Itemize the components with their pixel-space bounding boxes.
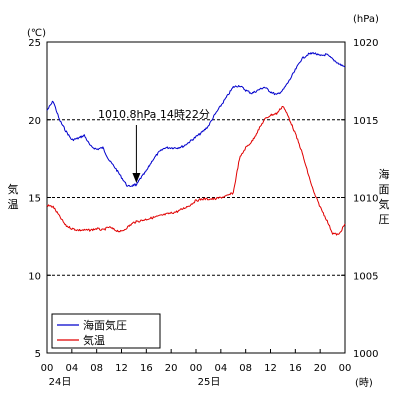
series-layer: [46, 52, 346, 236]
x-tick-label: 16: [289, 363, 302, 374]
x-tick-label: 04: [214, 363, 227, 374]
left-tick-label: 20: [28, 116, 41, 127]
x-tick-label: 12: [264, 363, 277, 374]
x-tick-label: 00: [190, 363, 203, 374]
x-tick-label: 16: [140, 363, 153, 374]
x-axis-ticks: 00 04 08 12 16 20 00 04 08 12 16 20 00 24日 25日: [41, 349, 352, 388]
right-tick-label: 1000: [353, 349, 378, 360]
axis-title-char: 圧: [379, 213, 390, 226]
x-tick-label: 12: [115, 363, 128, 374]
right-axis-unit: (hPa): [353, 14, 379, 25]
x-tick-label: 00: [41, 363, 54, 374]
x-tick-label: 20: [314, 363, 327, 374]
legend-box: [51, 313, 161, 349]
x-day-label: 24日: [49, 377, 72, 388]
x-tick-label: 04: [65, 363, 78, 374]
left-axis-ticks: 5 10 15 20 25: [28, 38, 51, 360]
right-tick-label: 1005: [353, 271, 378, 282]
axis-title-char: 海: [379, 167, 390, 181]
x-axis-unit: (時): [355, 377, 373, 389]
x-tick-label: 08: [90, 363, 103, 374]
x-tick-label: 20: [165, 363, 178, 374]
left-axis-unit: (℃): [27, 28, 46, 39]
left-tick-label: 15: [28, 194, 41, 205]
axis-title-char: 温: [8, 198, 19, 211]
left-tick-label: 25: [28, 38, 41, 49]
right-tick-label: 1015: [353, 116, 378, 127]
right-axis-title: 海面気圧: [379, 167, 390, 226]
annotation-arrow-head: [132, 173, 141, 184]
left-tick-label: 5: [35, 349, 41, 360]
series-line-pressure: [46, 52, 346, 187]
right-tick-label: 1010: [353, 194, 378, 205]
annotation-label: 1010.8hPa 14時22分: [98, 108, 210, 121]
plot-area: [46, 41, 346, 354]
legend-label-pressure: 海面気圧: [83, 318, 127, 332]
x-tick-label: 00: [339, 363, 352, 374]
left-axis-title: 気温: [8, 182, 19, 211]
left-tick-label: 10: [28, 271, 41, 282]
x-tick-label: 08: [239, 363, 252, 374]
x-day-label: 25日: [198, 377, 221, 388]
axis-title-char: 面: [379, 183, 390, 196]
right-axis-ticks: 1000 1005 1010 1015 1020: [341, 38, 378, 360]
axis-title-char: 気: [8, 182, 19, 196]
legend-label-temperature: 気温: [83, 333, 105, 347]
legend: 海面気圧 気温: [51, 313, 161, 349]
axis-title-char: 気: [379, 197, 390, 211]
series-line-temperature: [46, 106, 346, 236]
gridlines: [47, 119, 345, 276]
right-tick-label: 1020: [353, 38, 378, 49]
